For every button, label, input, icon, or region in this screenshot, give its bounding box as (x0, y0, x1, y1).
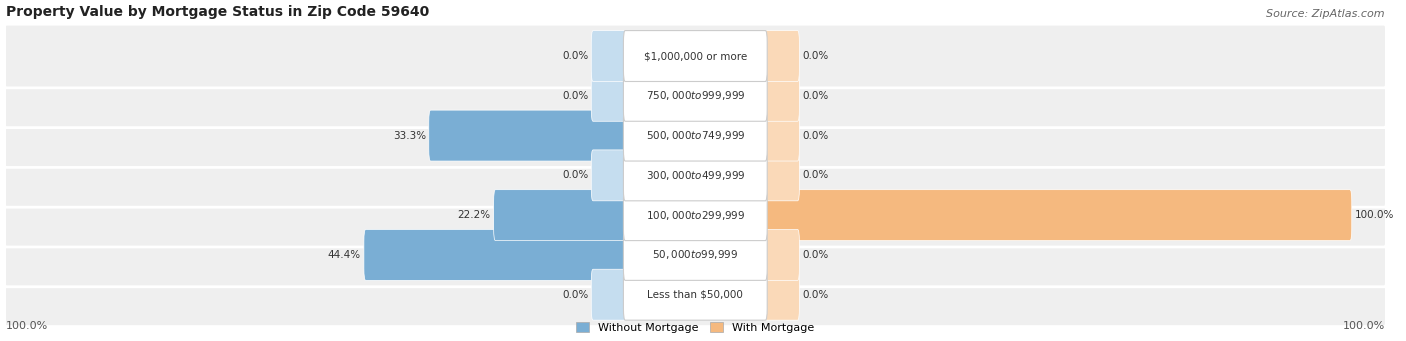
Text: 0.0%: 0.0% (562, 91, 588, 101)
FancyBboxPatch shape (763, 269, 800, 320)
Text: Source: ZipAtlas.com: Source: ZipAtlas.com (1267, 10, 1385, 19)
FancyBboxPatch shape (4, 263, 1386, 327)
Text: Less than $50,000: Less than $50,000 (647, 290, 744, 300)
FancyBboxPatch shape (763, 229, 800, 280)
FancyBboxPatch shape (592, 269, 627, 320)
Text: Property Value by Mortgage Status in Zip Code 59640: Property Value by Mortgage Status in Zip… (6, 5, 429, 19)
Text: $750,000 to $999,999: $750,000 to $999,999 (645, 89, 745, 102)
FancyBboxPatch shape (623, 190, 768, 241)
Text: $100,000 to $299,999: $100,000 to $299,999 (645, 209, 745, 222)
Text: 0.0%: 0.0% (803, 170, 828, 180)
Text: 0.0%: 0.0% (803, 290, 828, 300)
Text: 33.3%: 33.3% (392, 131, 426, 140)
FancyBboxPatch shape (592, 150, 627, 201)
Text: $50,000 to $99,999: $50,000 to $99,999 (652, 249, 738, 262)
Text: 22.2%: 22.2% (457, 210, 491, 220)
FancyBboxPatch shape (4, 183, 1386, 247)
FancyBboxPatch shape (763, 70, 800, 121)
FancyBboxPatch shape (4, 104, 1386, 167)
Text: 0.0%: 0.0% (562, 290, 588, 300)
Text: 100.0%: 100.0% (6, 321, 48, 331)
Text: 100.0%: 100.0% (1355, 210, 1395, 220)
Text: 44.4%: 44.4% (328, 250, 361, 260)
FancyBboxPatch shape (4, 223, 1386, 287)
FancyBboxPatch shape (623, 269, 768, 320)
Text: 100.0%: 100.0% (1343, 321, 1385, 331)
Text: 0.0%: 0.0% (803, 51, 828, 61)
FancyBboxPatch shape (763, 31, 800, 81)
FancyBboxPatch shape (623, 31, 768, 81)
FancyBboxPatch shape (592, 70, 627, 121)
Legend: Without Mortgage, With Mortgage: Without Mortgage, With Mortgage (572, 318, 818, 337)
FancyBboxPatch shape (429, 110, 627, 161)
FancyBboxPatch shape (4, 64, 1386, 128)
Text: 0.0%: 0.0% (562, 170, 588, 180)
FancyBboxPatch shape (763, 150, 800, 201)
FancyBboxPatch shape (4, 24, 1386, 88)
FancyBboxPatch shape (494, 190, 627, 241)
FancyBboxPatch shape (4, 144, 1386, 207)
Text: 0.0%: 0.0% (803, 250, 828, 260)
Text: 0.0%: 0.0% (803, 91, 828, 101)
FancyBboxPatch shape (364, 229, 627, 280)
FancyBboxPatch shape (592, 31, 627, 81)
FancyBboxPatch shape (623, 229, 768, 280)
Text: 0.0%: 0.0% (562, 51, 588, 61)
Text: $500,000 to $749,999: $500,000 to $749,999 (645, 129, 745, 142)
Text: 0.0%: 0.0% (803, 131, 828, 140)
FancyBboxPatch shape (763, 110, 800, 161)
Text: $1,000,000 or more: $1,000,000 or more (644, 51, 747, 61)
FancyBboxPatch shape (623, 110, 768, 161)
FancyBboxPatch shape (623, 70, 768, 121)
FancyBboxPatch shape (763, 190, 1351, 241)
Text: $300,000 to $499,999: $300,000 to $499,999 (645, 169, 745, 182)
FancyBboxPatch shape (623, 150, 768, 201)
